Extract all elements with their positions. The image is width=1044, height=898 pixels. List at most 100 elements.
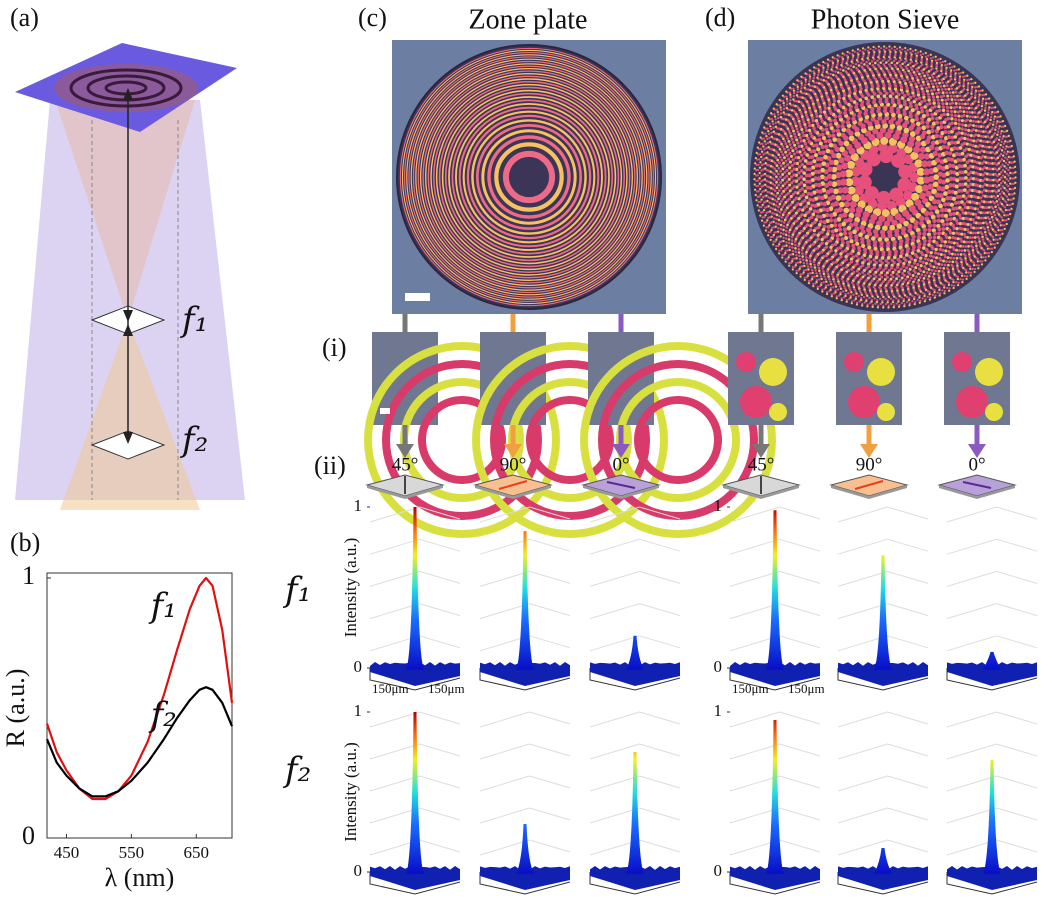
hole	[832, 278, 835, 281]
hole	[1013, 197, 1015, 199]
hole	[823, 273, 826, 276]
hole	[811, 269, 813, 271]
hole	[935, 92, 938, 95]
hole	[961, 281, 963, 283]
hole	[765, 229, 767, 231]
hole	[892, 275, 895, 278]
hole	[925, 55, 927, 57]
hole	[795, 125, 798, 128]
hole	[987, 114, 989, 116]
hole	[948, 151, 952, 155]
hole	[796, 150, 799, 153]
hole	[804, 190, 808, 194]
hole	[964, 103, 967, 106]
hole	[835, 285, 837, 287]
hole	[827, 58, 829, 60]
hole	[911, 108, 915, 112]
hole	[979, 196, 982, 199]
hole	[795, 138, 798, 141]
hole	[826, 62, 828, 64]
hole	[953, 287, 955, 289]
hole	[857, 48, 859, 50]
hole	[829, 73, 832, 76]
hole	[996, 186, 999, 189]
hole	[1007, 169, 1009, 171]
hole	[936, 85, 939, 88]
hole	[945, 67, 947, 69]
hole	[937, 58, 939, 60]
hole	[813, 229, 816, 232]
hole	[810, 135, 814, 139]
y-axis-label: R (a.u.)	[1, 669, 30, 748]
hole	[991, 127, 993, 129]
hole	[1003, 187, 1005, 189]
hole	[943, 286, 945, 288]
hole	[985, 104, 987, 106]
hole	[946, 109, 949, 112]
hole	[785, 261, 787, 263]
hole	[935, 59, 937, 61]
hole	[997, 189, 1000, 192]
hole	[966, 228, 969, 231]
hole	[941, 240, 944, 243]
hole	[799, 136, 802, 139]
hole	[994, 205, 997, 208]
hole	[952, 91, 955, 94]
plot-backplane	[590, 744, 640, 759]
hole	[846, 301, 848, 303]
hole	[968, 111, 971, 114]
hole	[1004, 156, 1006, 158]
hole	[916, 111, 920, 115]
plot-backplane	[730, 712, 780, 727]
hole	[842, 97, 845, 100]
hole	[975, 264, 977, 266]
hole	[932, 76, 935, 79]
hole	[963, 88, 965, 90]
hole	[803, 151, 807, 155]
hole	[959, 195, 963, 199]
hole	[977, 231, 980, 234]
hole	[901, 63, 904, 66]
hole	[784, 219, 787, 222]
hole	[1004, 125, 1006, 127]
hole	[992, 207, 995, 210]
hole	[829, 218, 833, 222]
hole	[858, 295, 860, 297]
hole	[776, 186, 779, 189]
hole	[927, 135, 932, 140]
hole	[764, 207, 766, 209]
hole	[767, 142, 769, 144]
hole	[984, 252, 986, 254]
hole	[979, 139, 982, 142]
hole	[788, 184, 791, 187]
hole	[816, 76, 818, 78]
hole	[962, 217, 965, 220]
plot-backplane	[780, 604, 821, 616]
hole	[769, 141, 771, 143]
hole	[828, 196, 833, 201]
hole	[813, 85, 816, 88]
hole	[847, 282, 850, 285]
hole	[864, 49, 866, 51]
hole	[1001, 149, 1003, 151]
plot-backplane	[947, 744, 997, 759]
hole	[898, 260, 901, 263]
polarization-label: 45°	[748, 454, 775, 475]
hole	[792, 268, 794, 270]
hole	[959, 84, 961, 86]
hole	[844, 287, 846, 289]
hole	[785, 241, 787, 243]
hole	[973, 150, 976, 153]
insets	[368, 314, 1010, 534]
hole	[992, 239, 994, 241]
hole	[999, 136, 1001, 138]
hole	[885, 61, 888, 64]
hole	[996, 242, 998, 244]
hole	[1014, 187, 1016, 189]
hole	[851, 60, 853, 62]
hole	[803, 269, 805, 271]
hole	[828, 278, 831, 281]
hole	[753, 178, 755, 180]
hole	[929, 298, 931, 300]
hole	[933, 291, 935, 293]
